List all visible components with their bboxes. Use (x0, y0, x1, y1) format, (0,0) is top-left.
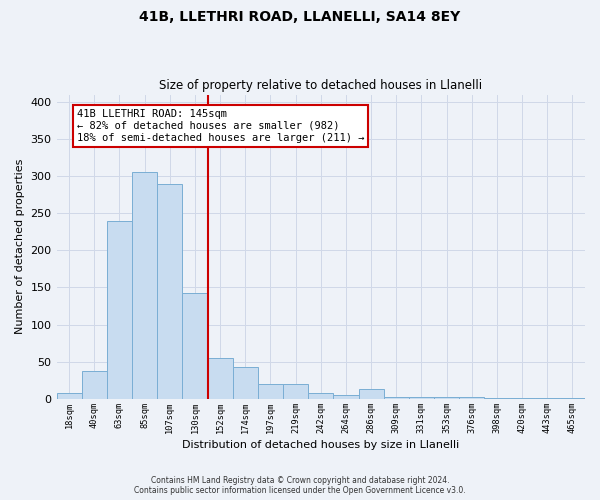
Bar (308, 393, 334, 399)
Bar (459, 398, 484, 399)
Bar (56, 393, 82, 399)
Bar (233, 367, 258, 399)
Bar (409, 398, 434, 399)
Bar (434, 398, 459, 399)
Bar (359, 389, 383, 399)
Text: 41B, LLETHRI ROAD, LLANELLI, SA14 8EY: 41B, LLETHRI ROAD, LLANELLI, SA14 8EY (139, 10, 461, 24)
Bar (283, 384, 308, 399)
Bar (383, 396, 409, 399)
Text: 41B LLETHRI ROAD: 145sqm
← 82% of detached houses are smaller (982)
18% of semi-: 41B LLETHRI ROAD: 145sqm ← 82% of detach… (77, 110, 364, 142)
Bar (82, 372, 107, 399)
Text: Contains HM Land Registry data © Crown copyright and database right 2024.
Contai: Contains HM Land Registry data © Crown c… (134, 476, 466, 495)
Bar (509, 398, 535, 399)
Bar (560, 398, 585, 399)
Bar (535, 398, 560, 399)
Bar (258, 384, 283, 399)
X-axis label: Distribution of detached houses by size in Llanelli: Distribution of detached houses by size … (182, 440, 460, 450)
Y-axis label: Number of detached properties: Number of detached properties (15, 159, 25, 334)
Bar (107, 220, 132, 399)
Bar (334, 395, 359, 399)
Bar (182, 292, 208, 399)
Bar (157, 184, 182, 399)
Bar (132, 172, 157, 399)
Bar (484, 398, 509, 399)
Title: Size of property relative to detached houses in Llanelli: Size of property relative to detached ho… (159, 79, 482, 92)
Bar (208, 358, 233, 399)
